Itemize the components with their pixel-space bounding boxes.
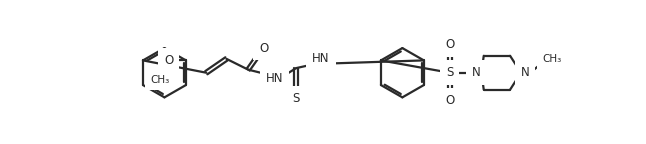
- Text: N: N: [472, 66, 481, 79]
- Text: CH₃: CH₃: [150, 75, 169, 85]
- Text: N: N: [521, 66, 529, 79]
- Text: O: O: [445, 38, 454, 52]
- Text: HN: HN: [266, 72, 283, 85]
- Text: S: S: [446, 66, 453, 79]
- Text: O: O: [164, 54, 174, 67]
- Text: O: O: [445, 94, 454, 107]
- Text: S: S: [293, 92, 300, 105]
- Text: CH₃: CH₃: [543, 54, 561, 64]
- Text: HN: HN: [312, 52, 329, 65]
- Text: O: O: [259, 42, 268, 55]
